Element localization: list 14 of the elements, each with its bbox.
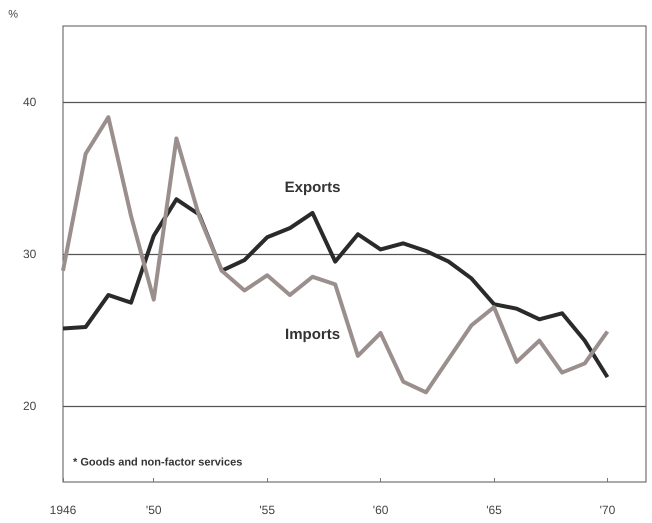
x-tick-label: '50 [146, 503, 162, 517]
y-tick-label: 20 [23, 399, 37, 413]
annotation: * Goods and non-factor services [73, 456, 242, 468]
series-label: Imports [285, 326, 340, 343]
x-tick-label: '55 [259, 503, 276, 517]
x-tick-label: 1946 [50, 503, 77, 517]
series-label: Exports [284, 178, 340, 196]
x-tick-label: '70 [600, 503, 616, 517]
y-tick-label: 40 [23, 95, 37, 109]
y-axis-title: % [8, 8, 18, 20]
y-tick-label: 30 [23, 247, 37, 261]
line-series [61, 115, 610, 394]
x-tick-label: '60 [372, 503, 389, 517]
x-tick-label: '65 [486, 503, 502, 517]
